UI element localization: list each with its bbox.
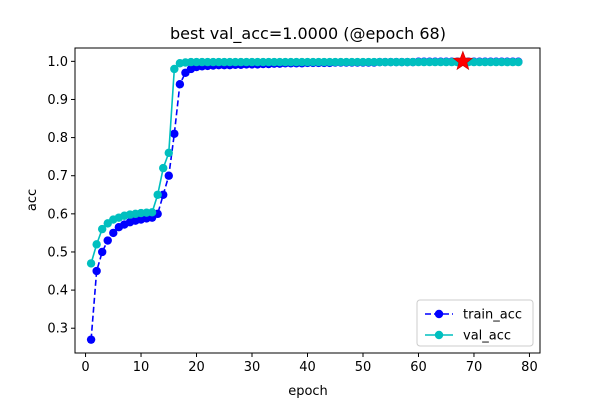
y-tick-label: 0.6 (47, 207, 68, 222)
x-tick-label: 20 (188, 360, 205, 375)
data-point-val_acc (86, 259, 96, 268)
x-axis: 0 10 20 30 40 50 60 70 80 (81, 353, 538, 375)
data-point-train_acc (86, 335, 96, 344)
y-tick-label: 0.8 (47, 131, 68, 146)
data-point-val_acc (170, 64, 179, 74)
data-point-train_acc (103, 236, 112, 245)
x-tick-label: 70 (466, 360, 483, 375)
legend: train_acc val_acc (416, 299, 534, 347)
x-tick-label: 60 (410, 360, 427, 375)
series-line-val_acc (90, 60, 519, 264)
y-tick-label: 0.4 (47, 284, 68, 299)
plot-area (86, 50, 523, 344)
y-tick-label: 1.0 (47, 55, 68, 70)
data-point-train_acc (170, 129, 179, 138)
data-point-val_acc (147, 208, 157, 217)
legend-marker-val_acc (434, 330, 444, 340)
y-axis: 0.3 0.4 0.5 0.6 0.7 0.8 0.9 1.0 (47, 55, 75, 337)
data-point-train_acc (164, 171, 173, 180)
data-point-val_acc (514, 57, 523, 67)
data-point-val_acc (92, 240, 101, 249)
x-axis-label: epoch (288, 384, 328, 399)
x-tick-label: 80 (521, 360, 538, 375)
data-point-train_acc (97, 247, 107, 257)
legend-label-val_acc: val_acc (463, 329, 511, 344)
data-point-val_acc (153, 190, 162, 199)
x-tick-label: 0 (81, 360, 89, 375)
x-tick-label: 10 (133, 360, 150, 375)
legend-marker-train_acc (434, 309, 444, 319)
data-point-train_acc (109, 228, 118, 238)
data-point-train_acc (92, 266, 101, 276)
y-tick-label: 0.3 (47, 322, 68, 337)
chart-title: best val_acc=1.0000 (@epoch 68) (170, 24, 446, 44)
best-star-icon (452, 50, 474, 71)
data-point-val_acc (97, 224, 107, 234)
x-tick-label: 50 (355, 360, 372, 375)
x-tick-label: 30 (244, 360, 261, 375)
y-tick-label: 0.7 (47, 169, 68, 184)
data-point-train_acc (175, 80, 185, 89)
legend-label-train_acc: train_acc (463, 308, 522, 323)
y-tick-label: 0.5 (47, 245, 68, 260)
y-tick-label: 0.9 (47, 93, 68, 108)
y-axis-label: acc (25, 189, 40, 211)
data-point-val_acc (159, 163, 168, 173)
data-point-val_acc (164, 148, 173, 158)
x-tick-label: 40 (299, 360, 316, 375)
